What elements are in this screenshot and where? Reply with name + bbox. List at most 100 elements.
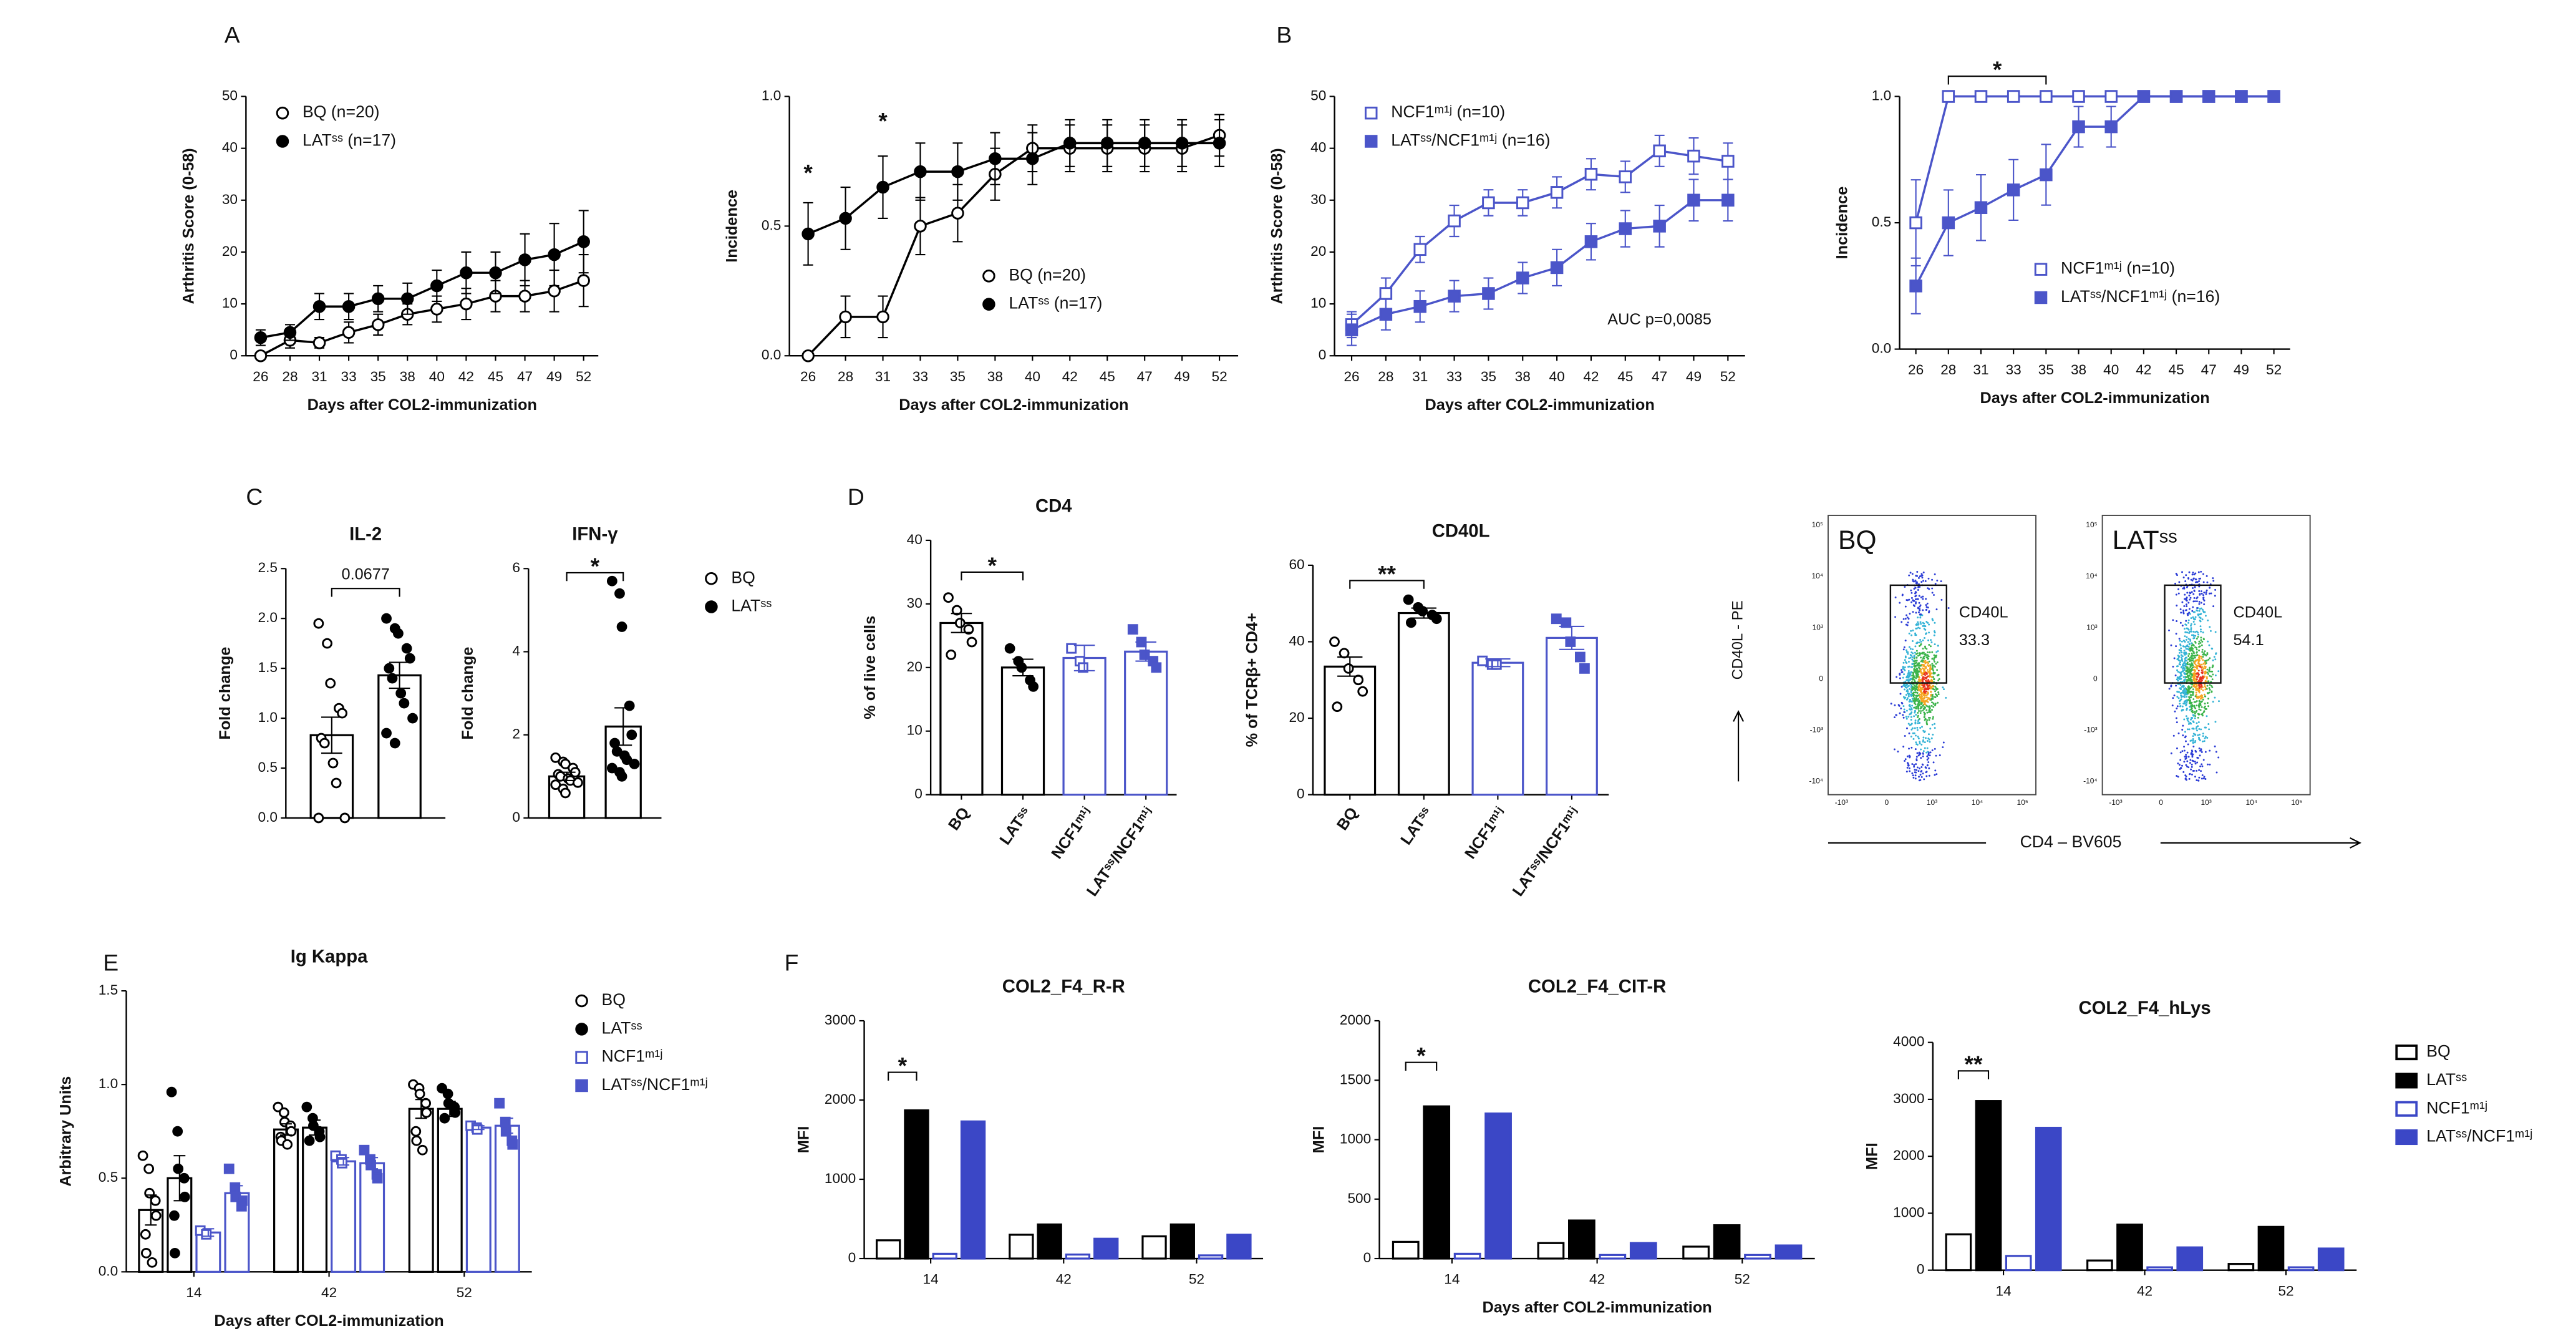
flow-event [1903, 646, 1905, 648]
flow-event [2191, 704, 2194, 706]
flow-event [1912, 691, 1915, 694]
flow-x-tick-label: 10⁴ [2246, 798, 2257, 807]
data-point [1357, 686, 1368, 697]
flow-event [1915, 707, 1917, 709]
flow-event [2194, 663, 2197, 666]
flow-event [1934, 643, 1936, 646]
data-point [169, 1210, 180, 1221]
flow-event [1895, 714, 1897, 716]
flow-event [1929, 728, 1932, 730]
y-tick-label: 40 [907, 532, 922, 547]
flow-event [1922, 648, 1924, 650]
flow-event [2199, 685, 2201, 688]
flow-event [2190, 617, 2192, 620]
flow-event [1908, 598, 1910, 601]
flow-event [1922, 772, 1924, 775]
flow-event [1937, 701, 1939, 704]
flow-event [1930, 686, 1933, 688]
flow-event [2206, 581, 2209, 583]
legend-swatch [2395, 1129, 2418, 1146]
flow-event [1930, 704, 1933, 707]
flow-event [2214, 696, 2216, 699]
series-line [1914, 95, 2274, 223]
flow-event [2202, 663, 2205, 665]
flow-event [1912, 604, 1915, 606]
x-tick-label: 33 [1446, 369, 1462, 384]
flow-event [1922, 739, 1924, 741]
flow-event [2184, 669, 2186, 671]
x-tick-label: 33 [341, 369, 357, 384]
flow-event [1934, 727, 1936, 729]
flow-y-tick-label: 10⁵ [2086, 520, 2097, 529]
flow-event [2184, 731, 2186, 733]
flow-event [2184, 663, 2187, 665]
data-point [312, 299, 326, 313]
flow-event [2185, 756, 2187, 758]
bar [2086, 1259, 2113, 1272]
flow-event [1922, 741, 1924, 743]
flow-event [1928, 774, 1930, 777]
flow-event [2189, 671, 2192, 674]
flow-event [1914, 734, 1917, 737]
x-tick-label: 42 [1583, 369, 1599, 384]
flow-event [2172, 619, 2174, 621]
flow-event [1894, 616, 1897, 618]
y-tick-label: 0 [1917, 1262, 1925, 1277]
flow-event [1927, 686, 1929, 688]
flow-x-tick-label: 10⁴ [1972, 798, 1983, 807]
flow-event [1917, 688, 1920, 689]
flow-event [2184, 580, 2187, 582]
series-line [807, 142, 1220, 235]
flow-event [2176, 774, 2178, 777]
data-point [460, 297, 473, 311]
error-bar [173, 1155, 186, 1202]
flow-event [1930, 698, 1933, 701]
flow-event [2190, 646, 2192, 649]
flow-event [1914, 587, 1917, 589]
flow-event [1908, 646, 1910, 648]
data-point [430, 279, 443, 293]
data-point [400, 292, 414, 306]
flow-event [2171, 704, 2174, 707]
flow-event [1906, 679, 1909, 681]
flow-event [2201, 592, 2203, 595]
flow-event [1916, 766, 1919, 769]
data-point [489, 266, 502, 280]
bar [876, 1239, 901, 1260]
y-tick-label: 1.0 [258, 709, 278, 725]
flow-event [2202, 740, 2204, 743]
legend-marker [575, 1079, 588, 1093]
legend-marker [575, 1023, 588, 1036]
flow-event [2194, 713, 2196, 715]
flow-event [1909, 656, 1912, 659]
flow-event [1909, 708, 1912, 711]
flow-event [1901, 686, 1903, 688]
flow-event [2189, 678, 2191, 680]
flow-event [2192, 669, 2195, 671]
flow-event [2193, 589, 2196, 592]
flow-event [2197, 631, 2199, 634]
flow-event [2183, 701, 2186, 703]
flow-event [1917, 623, 1920, 625]
flow-event [1924, 625, 1927, 628]
flow-event [2196, 761, 2199, 764]
flow-event [1907, 690, 1909, 693]
flow-event [1934, 703, 1937, 705]
flow-event [1934, 723, 1936, 725]
flow-event [1915, 741, 1917, 744]
flow-event [2208, 644, 2210, 646]
flow-event [1933, 678, 1935, 680]
flow-event [2186, 696, 2188, 698]
flow-event [1905, 676, 1908, 679]
flow-event [2197, 658, 2199, 661]
flow-event [1915, 671, 1918, 673]
flow-event [2206, 702, 2209, 704]
flow-event [2199, 709, 2202, 711]
flow-event [2179, 644, 2182, 646]
flow-event [2199, 695, 2202, 698]
flow-event [1935, 773, 1938, 776]
flow-event [2187, 674, 2189, 676]
flow-event [2198, 580, 2201, 582]
flow-event [2202, 656, 2204, 658]
flow-event [2197, 736, 2200, 739]
